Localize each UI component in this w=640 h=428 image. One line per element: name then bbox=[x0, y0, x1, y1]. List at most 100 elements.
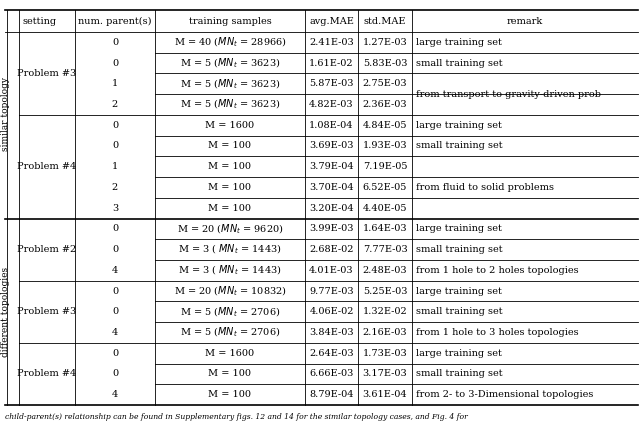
Text: M = 5 ($MN_t$ = 3623): M = 5 ($MN_t$ = 3623) bbox=[180, 98, 280, 111]
Text: M = 5 ($MN_t$ = 3623): M = 5 ($MN_t$ = 3623) bbox=[180, 77, 280, 91]
Text: M = 100: M = 100 bbox=[209, 183, 252, 192]
Text: 1.64E-03: 1.64E-03 bbox=[363, 224, 407, 233]
Text: avg.MAE: avg.MAE bbox=[309, 17, 354, 26]
Text: 1.32E-02: 1.32E-02 bbox=[363, 307, 408, 316]
Text: M = 100: M = 100 bbox=[209, 162, 252, 171]
Text: 0: 0 bbox=[112, 142, 118, 151]
Text: 1: 1 bbox=[112, 162, 118, 171]
Text: 3.69E-03: 3.69E-03 bbox=[309, 142, 354, 151]
Text: training samples: training samples bbox=[189, 17, 271, 26]
Text: 1.73E-03: 1.73E-03 bbox=[363, 349, 408, 358]
Text: 1.27E-03: 1.27E-03 bbox=[363, 38, 408, 47]
Text: Problem #4: Problem #4 bbox=[17, 369, 77, 378]
Text: 0: 0 bbox=[112, 59, 118, 68]
Text: M = 100: M = 100 bbox=[209, 204, 252, 213]
Text: 4.06E-02: 4.06E-02 bbox=[309, 307, 354, 316]
Text: 5.25E-03: 5.25E-03 bbox=[363, 286, 407, 295]
Text: child-parent(s) relationship can be found in Supplementary figs. 12 and 14 for t: child-parent(s) relationship can be foun… bbox=[5, 413, 468, 421]
Text: M = 100: M = 100 bbox=[209, 390, 252, 399]
Text: 4.82E-03: 4.82E-03 bbox=[309, 100, 354, 109]
Text: Problem #4: Problem #4 bbox=[17, 162, 77, 171]
Text: M = 40 ($MN_t$ = 28966): M = 40 ($MN_t$ = 28966) bbox=[173, 36, 286, 49]
Text: 3.70E-04: 3.70E-04 bbox=[309, 183, 354, 192]
Text: 3.61E-04: 3.61E-04 bbox=[363, 390, 407, 399]
Text: M = 100: M = 100 bbox=[209, 369, 252, 378]
Text: 4.40E-05: 4.40E-05 bbox=[363, 204, 407, 213]
Text: M = 3 ( $MN_t$ = 1443): M = 3 ( $MN_t$ = 1443) bbox=[178, 243, 282, 256]
Text: M = 5 ($MN_t$ = 2706): M = 5 ($MN_t$ = 2706) bbox=[180, 305, 280, 318]
Text: small training set: small training set bbox=[416, 142, 502, 151]
Text: 7.77E-03: 7.77E-03 bbox=[363, 245, 408, 254]
Text: 3.17E-03: 3.17E-03 bbox=[363, 369, 408, 378]
Text: 0: 0 bbox=[112, 245, 118, 254]
Text: small training set: small training set bbox=[416, 369, 502, 378]
Text: num. parent(s): num. parent(s) bbox=[78, 16, 152, 26]
Text: large training set: large training set bbox=[416, 38, 502, 47]
Text: large training set: large training set bbox=[416, 224, 502, 233]
Text: 0: 0 bbox=[112, 286, 118, 295]
Text: 3: 3 bbox=[112, 204, 118, 213]
Text: M = 5 ($MN_t$ = 2706): M = 5 ($MN_t$ = 2706) bbox=[180, 326, 280, 339]
Text: Problem #2: Problem #2 bbox=[17, 245, 77, 254]
Text: Problem #3: Problem #3 bbox=[17, 307, 77, 316]
Text: setting: setting bbox=[23, 17, 57, 26]
Text: 4: 4 bbox=[112, 266, 118, 275]
Text: 5.83E-03: 5.83E-03 bbox=[363, 59, 407, 68]
Text: 2.41E-03: 2.41E-03 bbox=[309, 38, 354, 47]
Text: 1.08E-04: 1.08E-04 bbox=[309, 121, 354, 130]
Text: large training set: large training set bbox=[416, 286, 502, 295]
Text: M = 100: M = 100 bbox=[209, 142, 252, 151]
Text: 1: 1 bbox=[112, 79, 118, 88]
Text: remark: remark bbox=[507, 17, 543, 26]
Text: small training set: small training set bbox=[416, 307, 502, 316]
Text: 3.99E-03: 3.99E-03 bbox=[309, 224, 354, 233]
Text: 3.20E-04: 3.20E-04 bbox=[309, 204, 354, 213]
Text: 4.84E-05: 4.84E-05 bbox=[363, 121, 407, 130]
Text: std.MAE: std.MAE bbox=[364, 17, 406, 26]
Text: M = 20 ($MN_t$ = 10832): M = 20 ($MN_t$ = 10832) bbox=[173, 284, 287, 298]
Text: 9.77E-03: 9.77E-03 bbox=[309, 286, 354, 295]
Text: 0: 0 bbox=[112, 349, 118, 358]
Text: 2.36E-03: 2.36E-03 bbox=[363, 100, 407, 109]
Text: 4: 4 bbox=[112, 390, 118, 399]
Text: from fluid to solid problems: from fluid to solid problems bbox=[416, 183, 554, 192]
Text: 3.84E-03: 3.84E-03 bbox=[309, 328, 354, 337]
Text: Problem #3: Problem #3 bbox=[17, 69, 77, 78]
Text: 0: 0 bbox=[112, 121, 118, 130]
Text: large training set: large training set bbox=[416, 121, 502, 130]
Text: 7.19E-05: 7.19E-05 bbox=[363, 162, 407, 171]
Text: similar topology: similar topology bbox=[1, 77, 10, 151]
Text: M = 1600: M = 1600 bbox=[205, 121, 255, 130]
Text: 2: 2 bbox=[112, 100, 118, 109]
Text: M = 3 ( $MN_t$ = 1443): M = 3 ( $MN_t$ = 1443) bbox=[178, 264, 282, 277]
Text: from 2- to 3-Dimensional topologies: from 2- to 3-Dimensional topologies bbox=[416, 390, 593, 399]
Text: M = 1600: M = 1600 bbox=[205, 349, 255, 358]
Text: 4: 4 bbox=[112, 328, 118, 337]
Text: 2: 2 bbox=[112, 183, 118, 192]
Text: from transport to gravity-driven prob: from transport to gravity-driven prob bbox=[416, 90, 601, 99]
Text: 2.48E-03: 2.48E-03 bbox=[363, 266, 407, 275]
Text: 2.75E-03: 2.75E-03 bbox=[363, 79, 407, 88]
Text: 5.87E-03: 5.87E-03 bbox=[309, 79, 354, 88]
Text: M = 5 ($MN_t$ = 3623): M = 5 ($MN_t$ = 3623) bbox=[180, 56, 280, 70]
Text: 2.16E-03: 2.16E-03 bbox=[363, 328, 407, 337]
Text: from 1 hole to 2 holes topologies: from 1 hole to 2 holes topologies bbox=[416, 266, 579, 275]
Text: 1.61E-02: 1.61E-02 bbox=[309, 59, 354, 68]
Text: M = 20 ($MN_t$ = 9620): M = 20 ($MN_t$ = 9620) bbox=[177, 222, 284, 236]
Text: 2.68E-02: 2.68E-02 bbox=[309, 245, 354, 254]
Text: small training set: small training set bbox=[416, 245, 502, 254]
Text: 4.01E-03: 4.01E-03 bbox=[309, 266, 354, 275]
Text: 6.52E-05: 6.52E-05 bbox=[363, 183, 407, 192]
Text: from 1 hole to 3 holes topologies: from 1 hole to 3 holes topologies bbox=[416, 328, 579, 337]
Text: 2.64E-03: 2.64E-03 bbox=[309, 349, 354, 358]
Text: small training set: small training set bbox=[416, 59, 502, 68]
Text: 3.79E-04: 3.79E-04 bbox=[309, 162, 354, 171]
Text: large training set: large training set bbox=[416, 349, 502, 358]
Text: 0: 0 bbox=[112, 307, 118, 316]
Text: 8.79E-04: 8.79E-04 bbox=[309, 390, 354, 399]
Text: different topologies: different topologies bbox=[1, 267, 10, 357]
Text: 0: 0 bbox=[112, 369, 118, 378]
Text: 0: 0 bbox=[112, 224, 118, 233]
Text: 1.93E-03: 1.93E-03 bbox=[363, 142, 407, 151]
Text: 0: 0 bbox=[112, 38, 118, 47]
